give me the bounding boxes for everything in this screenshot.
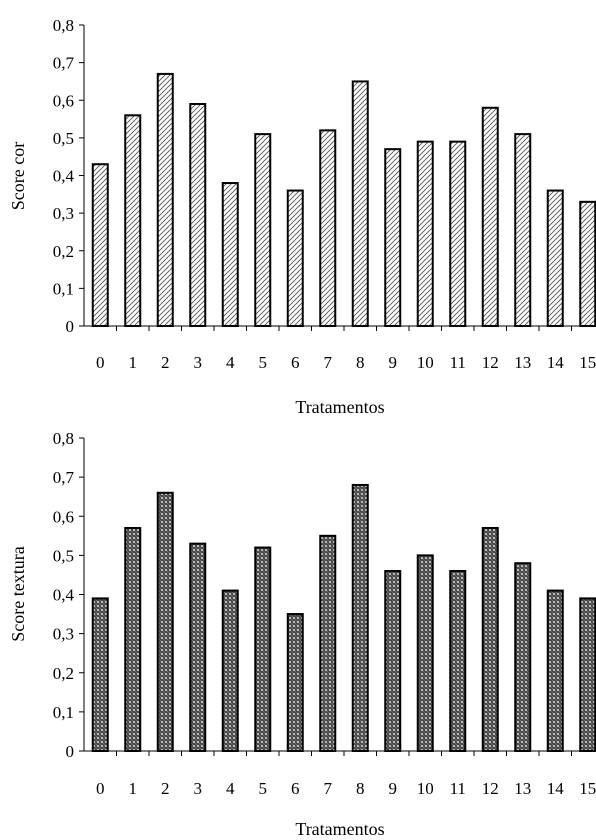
bar-3 bbox=[189, 542, 207, 753]
x-tick-label: 15 bbox=[579, 353, 596, 372]
y-tick-label: 0,7 bbox=[53, 468, 75, 487]
y-tick-label: 0,1 bbox=[53, 279, 74, 298]
bar-9 bbox=[384, 570, 402, 753]
x-tick-label: 1 bbox=[129, 353, 138, 372]
x-tick-label: 4 bbox=[226, 353, 235, 372]
x-tick-label: 11 bbox=[450, 779, 466, 798]
bar-2 bbox=[156, 72, 174, 327]
x-tick-label: 8 bbox=[356, 353, 365, 372]
bar-6 bbox=[286, 189, 304, 327]
x-tick-label: 14 bbox=[547, 353, 565, 372]
bar-7 bbox=[319, 534, 337, 752]
bar-15 bbox=[579, 200, 596, 327]
bar-8 bbox=[351, 80, 369, 327]
bar-5 bbox=[254, 546, 272, 752]
bar-13 bbox=[514, 133, 532, 327]
y-tick-label: 0,6 bbox=[53, 507, 74, 526]
x-tick-label: 10 bbox=[417, 353, 434, 372]
x-axis-title: Tratamentos bbox=[295, 819, 384, 839]
y-tick-label: 0,3 bbox=[53, 204, 74, 223]
bar-2 bbox=[156, 491, 174, 752]
x-tick-label: 5 bbox=[259, 779, 268, 798]
x-tick-label: 9 bbox=[389, 779, 398, 798]
y-tick-label: 0,4 bbox=[53, 586, 75, 605]
bar-9 bbox=[384, 148, 402, 327]
chart-score-textura: Score textura Tratamentos 0 0,1 0,2 0,3 0,4 0… bbox=[8, 429, 596, 839]
x-tick-label: 11 bbox=[450, 353, 466, 372]
bar-14 bbox=[546, 189, 564, 327]
bar-4 bbox=[221, 182, 239, 327]
x-tick-label: 2 bbox=[161, 353, 170, 372]
x-tick-label: 1 bbox=[129, 779, 138, 798]
x-tick-label: 4 bbox=[226, 779, 235, 798]
y-tick-label: 0,5 bbox=[53, 546, 74, 565]
y-tick-label: 0,2 bbox=[53, 242, 74, 261]
bar-12 bbox=[481, 106, 499, 328]
x-tick-label: 3 bbox=[194, 779, 203, 798]
x-tick-label: 14 bbox=[547, 779, 565, 798]
bar-1 bbox=[124, 114, 142, 327]
y-tick-label: 0,3 bbox=[53, 625, 74, 644]
bar-5 bbox=[254, 133, 272, 327]
bar-15 bbox=[579, 597, 596, 752]
y-tick-label: 0,1 bbox=[53, 703, 74, 722]
x-tick-label: 15 bbox=[579, 779, 596, 798]
y-tick-label: 0,7 bbox=[53, 54, 75, 73]
bar-0 bbox=[91, 163, 109, 327]
chart-score-cor: Score cor Tratamentos 0 0,1 0,2 0,3 0,4 0,5 0,… bbox=[8, 16, 596, 417]
x-tick-label: 13 bbox=[514, 779, 531, 798]
y-axis-title: Score cor bbox=[8, 142, 28, 210]
bar-1 bbox=[124, 526, 142, 752]
y-tick-label: 0,4 bbox=[53, 167, 75, 186]
y-tick-label: 0,5 bbox=[53, 129, 74, 148]
bar-8 bbox=[351, 483, 369, 752]
bar-11 bbox=[449, 140, 467, 327]
x-tick-label: 2 bbox=[161, 779, 170, 798]
x-tick-label: 5 bbox=[259, 353, 268, 372]
x-tick-label: 6 bbox=[291, 353, 300, 372]
bar-14 bbox=[546, 589, 564, 753]
bar-11 bbox=[449, 570, 467, 753]
x-axis-title: Tratamentos bbox=[295, 397, 384, 417]
y-axis-title: Score textura bbox=[8, 546, 28, 641]
x-tick-label: 13 bbox=[514, 353, 531, 372]
bar-13 bbox=[514, 562, 532, 753]
x-tick-label: 0 bbox=[96, 779, 105, 798]
x-tick-label: 6 bbox=[291, 779, 300, 798]
x-tick-label: 7 bbox=[324, 353, 333, 372]
bar-7 bbox=[319, 129, 337, 327]
x-tick-label: 12 bbox=[482, 353, 499, 372]
y-tick-label: 0,8 bbox=[53, 16, 74, 35]
y-tick-label: 0 bbox=[66, 317, 75, 336]
bar-6 bbox=[286, 613, 304, 752]
x-tick-label: 12 bbox=[482, 779, 499, 798]
bar-3 bbox=[189, 103, 207, 327]
y-tick-label: 0,8 bbox=[53, 429, 74, 448]
bar-10 bbox=[416, 554, 434, 752]
x-tick-label: 9 bbox=[389, 353, 398, 372]
bar-12 bbox=[481, 526, 499, 752]
x-tick-label: 7 bbox=[324, 779, 333, 798]
x-tick-label: 0 bbox=[96, 353, 105, 372]
bar-0 bbox=[91, 597, 109, 752]
bar-10 bbox=[416, 140, 434, 327]
y-tick-label: 0,6 bbox=[53, 91, 74, 110]
y-tick-label: 0 bbox=[66, 742, 75, 761]
x-tick-label: 10 bbox=[417, 779, 434, 798]
x-tick-label: 8 bbox=[356, 779, 365, 798]
x-tick-label: 3 bbox=[194, 353, 203, 372]
bar-4 bbox=[221, 589, 239, 753]
y-tick-label: 0,2 bbox=[53, 664, 74, 683]
